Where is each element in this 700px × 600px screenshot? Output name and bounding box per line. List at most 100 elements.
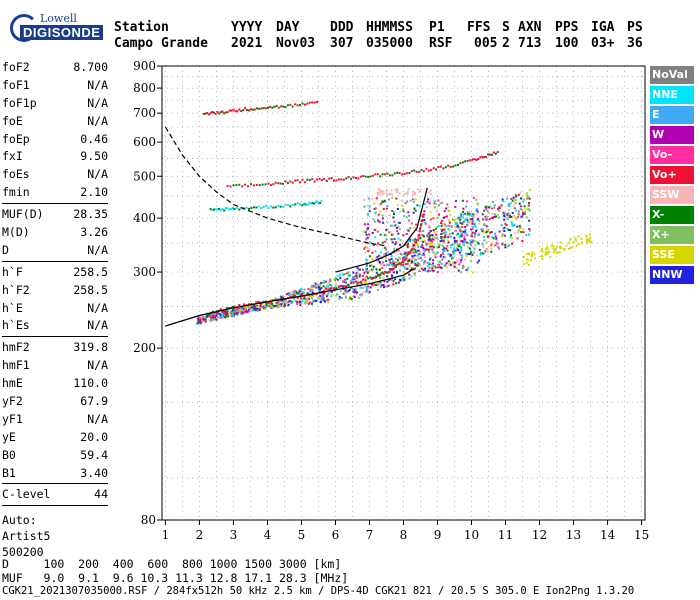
echo-point bbox=[466, 200, 469, 203]
echo-point bbox=[419, 218, 422, 221]
echo-point bbox=[419, 234, 422, 236]
echo-point bbox=[250, 183, 252, 186]
echo-point bbox=[385, 257, 387, 260]
divider bbox=[2, 483, 108, 485]
echo-point bbox=[364, 277, 367, 280]
echo-point bbox=[277, 297, 280, 300]
echo-point bbox=[390, 193, 393, 196]
echo-point bbox=[376, 219, 379, 222]
echo-point bbox=[406, 200, 409, 203]
echo-point bbox=[347, 290, 350, 292]
echo-point bbox=[435, 233, 438, 236]
echo-point bbox=[507, 209, 510, 211]
echo-point bbox=[465, 205, 468, 208]
echo-point bbox=[368, 233, 371, 236]
echo-point bbox=[420, 223, 423, 226]
echo-point bbox=[455, 266, 458, 269]
echo-point bbox=[314, 282, 317, 285]
echo-point bbox=[493, 204, 496, 207]
echo-point bbox=[352, 278, 355, 281]
param-row: B0 59.4 bbox=[2, 446, 108, 464]
echo-point bbox=[202, 319, 205, 322]
echo-point bbox=[398, 172, 401, 174]
echo-point bbox=[490, 247, 493, 250]
echo-point bbox=[338, 298, 341, 301]
echo-point bbox=[345, 286, 348, 289]
echo-point bbox=[387, 228, 389, 231]
echo-point bbox=[427, 262, 430, 264]
echo-point bbox=[371, 284, 374, 287]
echo-point bbox=[431, 235, 434, 238]
echo-point bbox=[280, 303, 283, 305]
echo-point bbox=[301, 178, 304, 181]
echo-point bbox=[328, 280, 331, 283]
echo-point bbox=[381, 173, 384, 176]
echo-point bbox=[211, 209, 214, 211]
param-row: yE 20.0 bbox=[2, 428, 108, 446]
echo-point bbox=[391, 268, 394, 271]
echo-point bbox=[444, 226, 447, 229]
echo-point bbox=[441, 219, 443, 222]
divider bbox=[2, 505, 108, 507]
echo-point bbox=[271, 106, 274, 109]
echo-point bbox=[313, 202, 316, 205]
echo-point bbox=[443, 231, 445, 234]
echo-point bbox=[464, 258, 467, 261]
echo-point bbox=[398, 192, 401, 195]
echo-point bbox=[308, 301, 311, 304]
echo-point bbox=[403, 271, 406, 274]
echo-point bbox=[434, 254, 437, 257]
param-name: MUF(D) bbox=[2, 207, 44, 222]
echo-point bbox=[394, 264, 397, 266]
echo-point bbox=[371, 197, 374, 200]
echo-point bbox=[380, 285, 382, 288]
echo-point bbox=[245, 305, 248, 308]
echo-point bbox=[365, 287, 368, 290]
echo-point bbox=[432, 265, 435, 268]
echo-point bbox=[425, 248, 428, 251]
echo-point bbox=[283, 303, 286, 306]
echo-point bbox=[365, 238, 368, 241]
echo-point bbox=[343, 272, 346, 275]
echo-point bbox=[305, 297, 307, 300]
echo-point bbox=[440, 267, 443, 269]
param-row: B1 3.40 bbox=[2, 464, 108, 482]
echo-point bbox=[198, 321, 201, 324]
echo-point bbox=[251, 108, 254, 111]
echo-point bbox=[451, 226, 453, 228]
echo-point bbox=[459, 271, 462, 274]
echo-point bbox=[434, 227, 437, 230]
param-name: yF1 bbox=[2, 411, 23, 426]
echo-point bbox=[473, 247, 476, 250]
echo-point bbox=[303, 181, 306, 184]
echo-point bbox=[268, 305, 271, 308]
param-value: 44 bbox=[94, 487, 108, 502]
echo-point bbox=[440, 222, 443, 224]
echo-point bbox=[412, 267, 415, 270]
echo-point bbox=[485, 215, 488, 218]
echo-point bbox=[497, 246, 500, 249]
y-tick-label: 400 bbox=[133, 211, 156, 225]
echo-point bbox=[295, 291, 298, 294]
echo-point bbox=[472, 196, 475, 199]
echo-point bbox=[444, 256, 446, 259]
scaled-parameters-panel: foF2 8.700 foF1 N/A foF1p N/A foE N/A foEp 0.… bbox=[2, 58, 108, 560]
echo-point bbox=[484, 204, 487, 207]
echo-point bbox=[251, 306, 253, 309]
echo-point bbox=[388, 174, 391, 177]
echo-point bbox=[327, 292, 330, 295]
echo-point bbox=[492, 206, 495, 209]
echo-point bbox=[364, 279, 367, 282]
echo-point bbox=[468, 214, 471, 217]
echo-point bbox=[306, 102, 309, 105]
echo-point bbox=[271, 302, 274, 305]
echo-point bbox=[392, 283, 395, 286]
echo-point bbox=[441, 258, 444, 261]
echo-point bbox=[211, 111, 214, 113]
echo-point bbox=[346, 277, 349, 280]
echo-point bbox=[409, 268, 412, 271]
echo-point bbox=[472, 225, 475, 228]
echo-point bbox=[281, 294, 284, 297]
echo-point bbox=[507, 212, 510, 215]
echo-point bbox=[431, 242, 434, 245]
